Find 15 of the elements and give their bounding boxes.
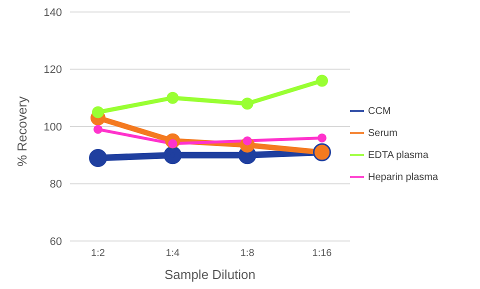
x-tick-label: 1:2 [91,248,106,260]
legend-label: Heparin plasma [368,172,438,182]
y-axis-title: % Recovery [14,96,30,166]
legend-label: EDTA plasma [368,150,428,160]
y-tick-label: 100 [44,121,62,134]
y-tick-label: 60 [50,236,62,248]
legend-label: CCM [368,106,391,116]
y-tick-label: 140 [44,6,62,19]
y-tick-label: 120 [44,64,62,76]
legend-label: Serum [368,128,398,138]
x-tick-label: 1:16 [312,248,332,260]
x-axis-title: Sample Dilution [164,267,256,282]
x-tick-label: 1:8 [240,248,255,260]
y-tick-label: 80 [50,178,62,191]
x-tick-label: 1:4 [166,248,180,260]
